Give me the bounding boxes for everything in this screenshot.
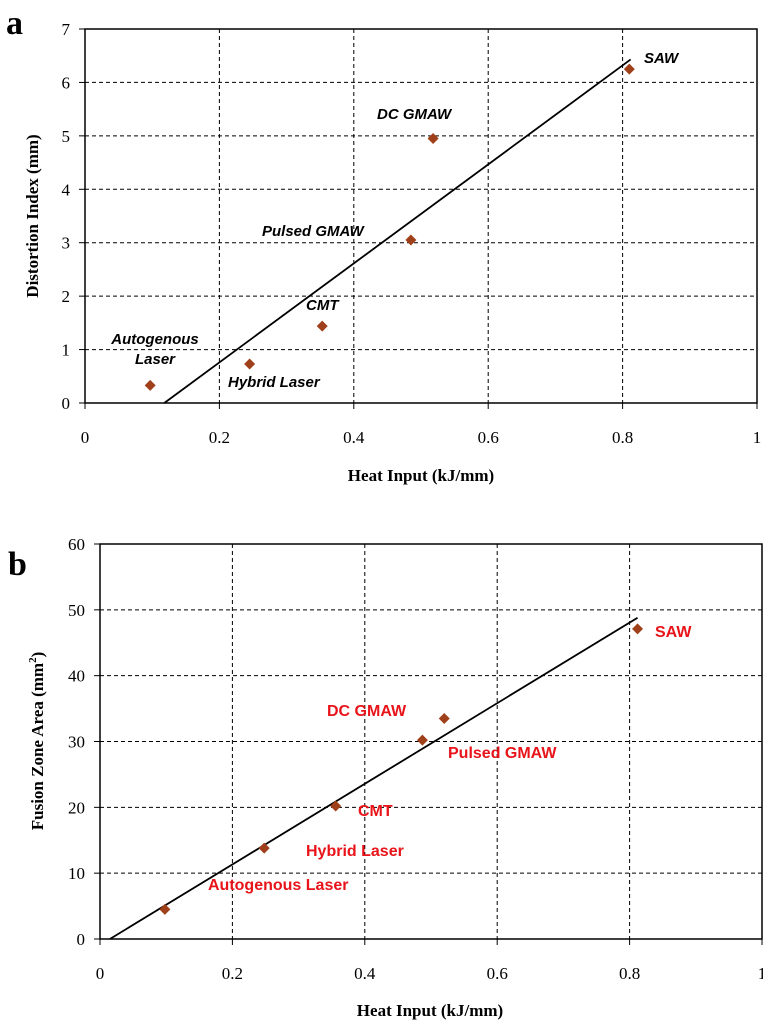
data-point-label-line: SAW (655, 624, 692, 641)
y-tick-label: 7 (62, 20, 71, 39)
x-tick-label: 0.6 (478, 428, 499, 447)
data-point-label-line: Laser (135, 351, 176, 368)
y-tick-label: 60 (68, 535, 85, 554)
data-point-label-line: Autogenous Laser (208, 877, 348, 894)
data-point-label: DC GMAW (377, 106, 453, 123)
y-axis-title: Distortion Index (mm) (23, 134, 42, 297)
data-point-label-line: Autogenous (110, 331, 199, 348)
data-point-label: SAW (655, 624, 692, 641)
data-point-marker (438, 712, 450, 724)
y-tick-label: 40 (68, 667, 85, 686)
x-tick-label: 1 (753, 428, 762, 447)
y-tick-label: 50 (68, 601, 85, 620)
data-point-marker (427, 133, 439, 145)
data-point-marker (144, 379, 156, 391)
data-point-label-line: Hybrid Laser (306, 843, 404, 860)
y-axis-title-superscript: 2 (27, 657, 39, 663)
trend-line (109, 616, 639, 940)
x-tick-label: 0.4 (354, 964, 376, 983)
x-tick-label: 1 (758, 964, 763, 983)
y-tick-label: 0 (62, 394, 71, 413)
data-point-label-line: SAW (644, 50, 680, 67)
data-point-marker (159, 903, 171, 915)
y-axis-title: Fusion Zone Area (mm2) (27, 652, 47, 831)
grid-lines (100, 544, 762, 939)
y-tick-label: 6 (62, 73, 71, 92)
x-axis-title: Heat Input (kJ/mm) (348, 466, 494, 485)
data-point-marker (330, 800, 342, 812)
y-tick-label: 30 (68, 733, 85, 752)
data-point-label: CMT (306, 297, 340, 314)
y-axis-title-tail: ) (28, 652, 47, 658)
y-tick-label: 10 (68, 864, 85, 883)
data-point-marker (258, 842, 270, 854)
x-tick-label: 0.8 (612, 428, 633, 447)
data-point-label: Hybrid Laser (306, 843, 404, 860)
y-tick-label: 2 (62, 287, 71, 306)
data-point-label: CMT (358, 803, 393, 820)
y-axis-title-main: Distortion Index (mm) (23, 134, 42, 297)
data-point-label: Autogenous Laser (208, 877, 348, 894)
data-point-label-line: DC GMAW (377, 106, 453, 123)
x-tick-label: 0.8 (619, 964, 640, 983)
y-tick-label: 4 (62, 180, 71, 199)
data-point-label: Pulsed GMAW (448, 745, 557, 762)
data-point-marker (244, 358, 256, 370)
data-point-marker (405, 234, 417, 246)
trend-line (163, 58, 632, 404)
x-tick-label: 0.2 (209, 428, 230, 447)
data-point-label-line: Pulsed GMAW (448, 745, 557, 762)
data-point-label-line: CMT (306, 297, 340, 314)
data-point-marker (623, 63, 635, 75)
data-point-label-line: Pulsed GMAW (262, 223, 366, 240)
data-point-label: Autogenous Laser (110, 331, 199, 368)
plot-frame (84, 28, 758, 404)
y-tick-label: 5 (62, 127, 71, 146)
data-point-marker (416, 734, 428, 746)
grid-lines (85, 29, 757, 403)
x-tick-label: 0 (81, 428, 90, 447)
x-axis-title: Heat Input (kJ/mm) (357, 1001, 503, 1020)
y-tick-label: 20 (68, 798, 85, 817)
data-point-label-line: CMT (358, 803, 393, 820)
x-tick-label: 0.6 (487, 964, 508, 983)
x-tick-label: 0 (96, 964, 105, 983)
data-point-marker (632, 623, 644, 635)
y-tick-label: 1 (62, 341, 71, 360)
data-point-label-line: DC GMAW (327, 703, 407, 720)
data-point-marker (316, 320, 328, 332)
x-tick-label: 0.2 (222, 964, 243, 983)
data-point-label: SAW (644, 50, 680, 67)
chart-panel-a: a 0 0.2 0.4 0.6 0.8 1 0 1 2 3 4 5 6 7 Heat Input (kJ/mm… (6, 5, 761, 485)
data-point-label: Pulsed GMAW (262, 223, 366, 240)
data-point-label-line: Hybrid Laser (228, 374, 321, 391)
y-axis-title-main: Fusion Zone Area (mm (28, 663, 47, 830)
panel-letter: a (6, 5, 23, 42)
data-point-label: Hybrid Laser (228, 374, 321, 391)
panel-letter: b (8, 546, 27, 583)
y-tick-label: 3 (62, 234, 71, 253)
y-tick-label: 0 (77, 930, 86, 949)
x-tick-label: 0.4 (343, 428, 365, 447)
data-point-label: DC GMAW (327, 703, 407, 720)
